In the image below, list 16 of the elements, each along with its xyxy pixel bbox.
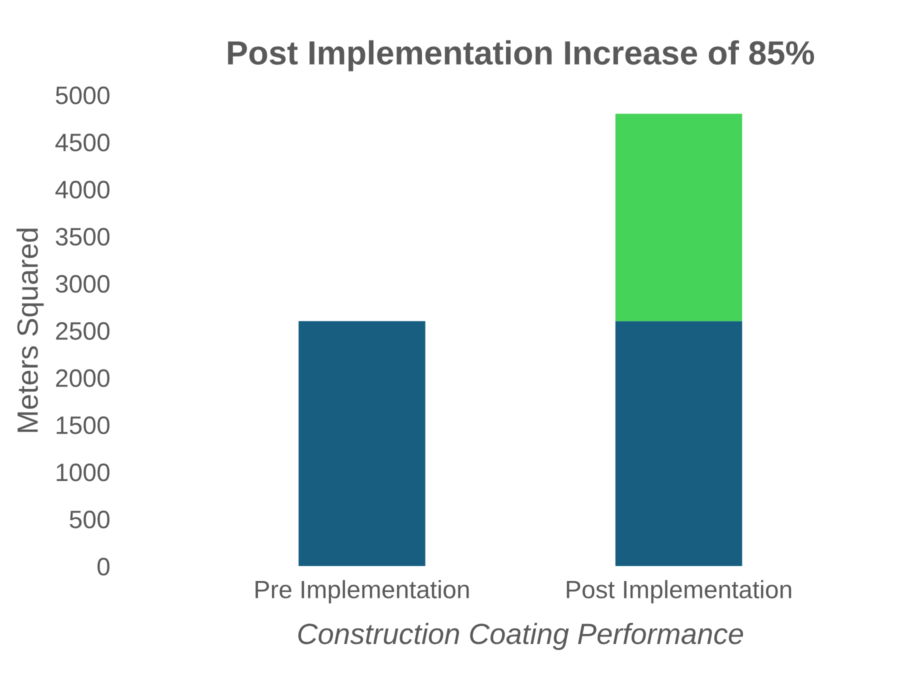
x-tick-label: Post Implementation (566, 580, 792, 604)
y-tick-label: 5000 (56, 86, 110, 104)
chart-title: Post Implementation Increase of 85% (228, 40, 814, 72)
y-tick-label: 1500 (56, 416, 110, 434)
y-tick-label: 2500 (56, 322, 110, 340)
y-tick-label: 3500 (56, 228, 110, 246)
y-axis-title: Meters Squared (16, 228, 44, 432)
x-tick-label: Pre Implementation (256, 580, 469, 604)
y-tick-label: 4500 (55, 134, 110, 152)
y-tick-label: 2000 (56, 369, 110, 387)
y-tick-label: 500 (70, 510, 110, 528)
y-tick-label: 0 (98, 558, 110, 576)
y-tick-label: 1000 (56, 464, 110, 482)
x-axis-title: Construction Coating Performance (298, 622, 744, 650)
y-tick-label: 3000 (56, 275, 110, 293)
y-tick-label: 4000 (55, 180, 110, 198)
